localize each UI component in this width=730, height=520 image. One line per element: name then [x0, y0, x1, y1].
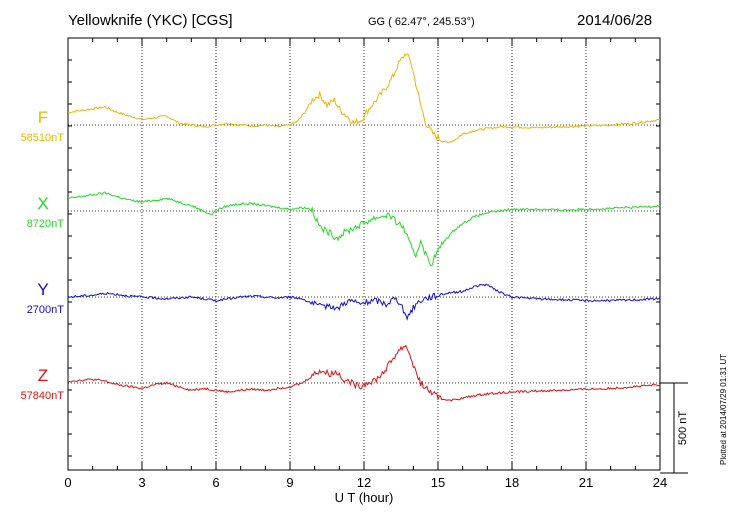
- axis-ticks: [67, 37, 661, 470]
- plotted-timestamp: Plotted at 2014/07/29 01:31 UT: [719, 353, 728, 465]
- station-coordinates: GG ( 62.47°, 245.53°): [368, 16, 475, 28]
- series-lines: [67, 53, 661, 402]
- series-name-y: Y: [37, 280, 48, 299]
- station-title: Yellowknife (YKC) [CGS]: [68, 12, 233, 29]
- plot-date: 2014/06/28: [577, 12, 653, 29]
- x-tick-label: 24: [653, 475, 667, 490]
- series-baseline-y: 2700nT: [27, 304, 65, 316]
- series-name-x: X: [37, 194, 48, 213]
- grid-lines: [68, 38, 660, 470]
- x-tick-label: 6: [212, 475, 219, 490]
- x-tick-label: 9: [286, 475, 293, 490]
- labels-layer: 0 3 6 9 12 15 18 21 24 F 58510nT X 8720nT Y 2700nT Z 578…: [21, 108, 668, 490]
- x-tick-label: 21: [579, 475, 593, 490]
- series-line-f: [67, 53, 661, 143]
- x-tick-label: 18: [505, 475, 519, 490]
- series-line-z: [67, 344, 661, 402]
- series-line-y: [67, 283, 661, 321]
- series-baseline-f: 58510nT: [21, 132, 65, 144]
- x-tick-label: 12: [357, 475, 371, 490]
- scale-bar-label: 500 nT: [677, 411, 689, 446]
- scale-bar: 500 nT: [660, 382, 689, 474]
- x-tick-label: 15: [431, 475, 445, 490]
- series-line-x: [67, 191, 661, 267]
- series-baseline-z: 57840nT: [21, 390, 65, 402]
- x-tick-label: 3: [138, 475, 145, 490]
- series-baseline-x: 8720nT: [27, 218, 65, 230]
- x-tick-label: 0: [64, 475, 71, 490]
- series-name-z: Z: [38, 366, 48, 385]
- x-axis-label: U T (hour): [335, 490, 394, 505]
- series-name-f: F: [38, 108, 48, 127]
